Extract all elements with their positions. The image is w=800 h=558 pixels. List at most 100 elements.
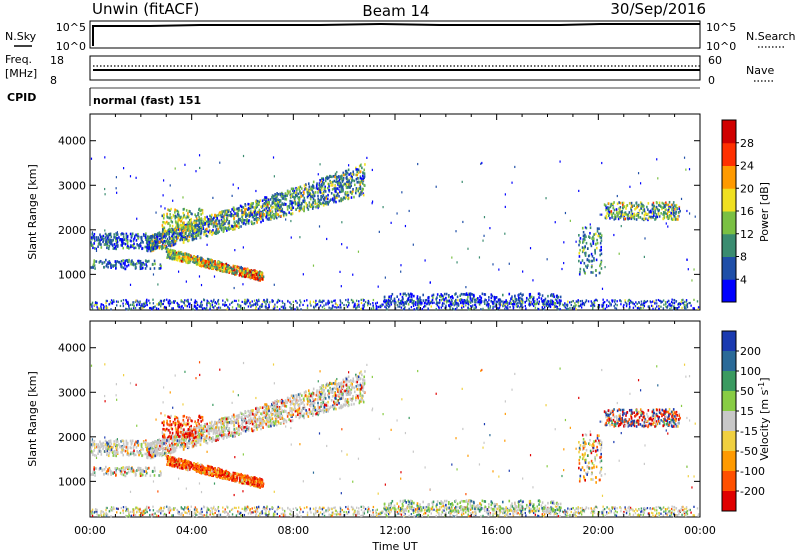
power-cell <box>682 302 683 304</box>
power-cell <box>616 308 617 310</box>
power-cell <box>351 299 352 301</box>
power-cell <box>417 300 419 303</box>
power-cell <box>241 216 243 219</box>
power-cell <box>321 177 323 180</box>
power-cell <box>583 231 585 234</box>
power-cell <box>310 195 312 198</box>
power-cell <box>213 217 215 220</box>
power-cell <box>200 213 202 216</box>
power-cell <box>575 308 576 310</box>
power-cell <box>451 303 453 306</box>
power-cell <box>199 154 200 156</box>
power-cell <box>204 307 205 309</box>
power-cell <box>217 214 219 217</box>
power-cell <box>166 251 167 253</box>
power-cell <box>288 211 290 214</box>
power-cell <box>327 178 329 181</box>
power-cell <box>652 203 654 206</box>
power-cell <box>400 293 402 296</box>
power-cell <box>556 307 557 309</box>
power-cell <box>334 306 335 308</box>
power-cell <box>339 179 340 181</box>
power-cell <box>214 305 215 307</box>
power-cell <box>197 255 199 258</box>
power-cell <box>418 304 419 306</box>
power-cell <box>693 299 694 301</box>
power-cell <box>241 267 243 270</box>
power-cell <box>113 247 115 250</box>
power-cell <box>316 185 318 188</box>
power-cell <box>606 207 608 210</box>
power-cell <box>408 294 410 297</box>
power-cell <box>339 185 341 188</box>
power-cell <box>290 303 291 305</box>
power-cell <box>184 229 186 232</box>
power-cell <box>160 265 162 268</box>
power-cell <box>667 215 669 218</box>
power-cell <box>633 214 635 217</box>
power-cell <box>640 304 641 306</box>
power-cell <box>197 304 198 306</box>
power-cell <box>669 308 670 310</box>
cpid-panel: CPID normal (fast) 151 <box>7 88 700 107</box>
power-cell <box>238 300 239 302</box>
power-cell <box>247 275 249 278</box>
power-cell <box>273 306 274 308</box>
power-cell <box>156 303 157 305</box>
power-cell <box>531 303 533 306</box>
power-cell <box>139 303 140 305</box>
power-cell <box>163 179 164 181</box>
power-cell <box>340 183 342 186</box>
power-cell <box>616 211 618 214</box>
power-cell <box>256 204 258 207</box>
power-cell <box>535 307 536 309</box>
nave-label: Nave <box>746 64 774 77</box>
power-cell <box>265 307 266 309</box>
power-cell <box>355 192 357 195</box>
power-cell <box>676 207 678 210</box>
power-cell <box>332 199 334 202</box>
power-cell <box>117 301 118 303</box>
power-cell <box>645 301 646 303</box>
power-cell <box>139 262 141 265</box>
power-cell <box>554 302 556 305</box>
power-cell <box>199 305 200 307</box>
power-cell <box>592 307 593 309</box>
power-cell <box>213 300 214 302</box>
power-cell <box>413 302 415 305</box>
power-cell <box>606 306 607 308</box>
velocity-cell <box>152 506 153 508</box>
power-cell <box>323 178 325 181</box>
power-cell <box>654 207 656 210</box>
power-cell <box>166 232 168 235</box>
power-cell <box>361 178 362 180</box>
power-cell <box>172 228 174 231</box>
power-cell <box>337 304 338 306</box>
power-cell <box>345 177 347 180</box>
power-cell <box>599 272 601 275</box>
power-cell <box>155 244 157 247</box>
power-cell <box>209 308 210 310</box>
power-cell <box>123 267 125 270</box>
power-cell <box>115 267 117 270</box>
power-cell <box>297 307 298 309</box>
power-cell <box>274 215 276 218</box>
power-cell <box>173 300 174 302</box>
power-cell <box>323 304 324 306</box>
power-cell <box>246 214 248 217</box>
power-cell <box>638 204 640 207</box>
power-cell <box>319 189 321 192</box>
power-cell <box>183 259 185 262</box>
power-cell <box>266 206 268 209</box>
power-cell <box>484 216 485 218</box>
power-cell <box>347 198 349 201</box>
power-cell <box>323 183 325 186</box>
power-cell <box>614 216 616 219</box>
power-cell <box>256 270 258 273</box>
power-cell <box>284 212 286 215</box>
power-cell <box>663 299 664 301</box>
power-cell <box>92 231 93 233</box>
power-cell <box>343 304 344 306</box>
power-cell <box>588 255 590 258</box>
power-cell <box>136 235 138 238</box>
